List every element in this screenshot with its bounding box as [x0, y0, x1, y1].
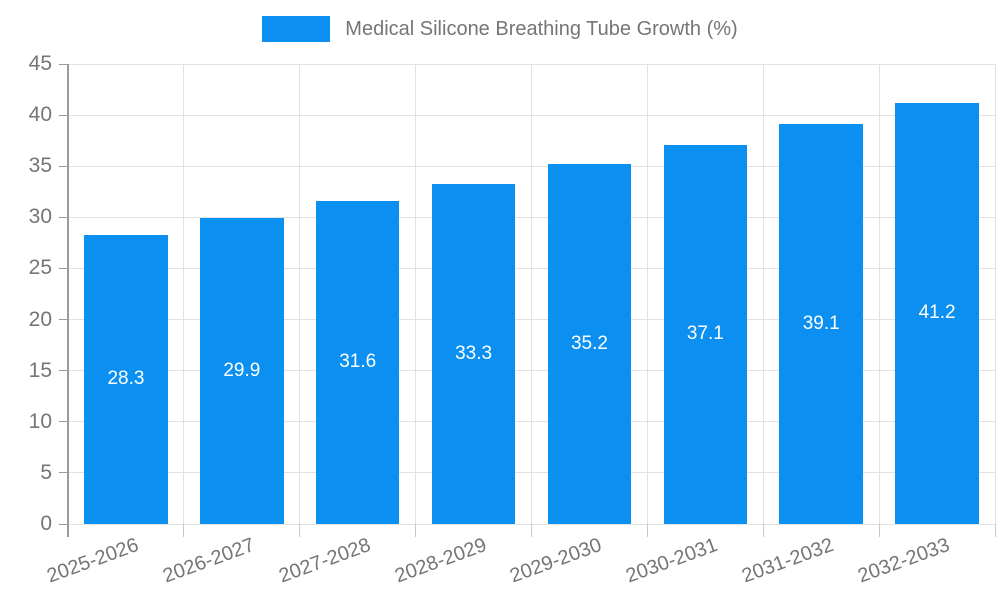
x-axis-tick [531, 524, 532, 537]
y-axis-tick [59, 114, 68, 116]
bar-value-label: 31.6 [339, 351, 377, 373]
bar-value-label: 41.2 [918, 302, 956, 324]
x-gridline [994, 64, 996, 524]
legend-label: Medical Silicone Breathing Tube Growth (… [345, 17, 738, 40]
x-gridline [183, 64, 185, 524]
y-axis-tick [59, 216, 68, 218]
y-axis-tick [59, 267, 68, 269]
x-axis-tick [415, 524, 417, 537]
y-axis-tick-label: 0 [40, 512, 52, 535]
x-axis-tick [762, 524, 764, 537]
x-axis-tick [646, 524, 648, 537]
bar-value-label: 28.3 [107, 368, 145, 390]
y-axis-tick [59, 370, 68, 372]
y-axis-tick-label: 15 [28, 358, 52, 382]
y-axis-tick [59, 421, 68, 423]
y-axis-tick-label: 25 [28, 256, 52, 280]
y-axis-line [67, 64, 69, 537]
plot-area: 0 5 10 15 20 25 30 35 40 45 28.3 2025-2026 29.9 2026-… [29, 52, 996, 587]
x-gridline [531, 64, 532, 524]
y-axis-tick [59, 319, 68, 321]
x-axis-tick [299, 524, 301, 537]
bar-value-label: 29.9 [223, 360, 261, 382]
bar-value-label: 35.2 [570, 333, 608, 355]
y-axis-tick-label: 30 [28, 205, 52, 229]
bar-value-label: 39.1 [802, 313, 840, 335]
y-axis-tick [59, 472, 68, 474]
y-axis-tick-label: 20 [28, 307, 52, 331]
bar: 33.3 [431, 183, 516, 524]
bar: 37.1 [663, 144, 748, 524]
x-gridline [299, 64, 301, 524]
bar: 29.9 [200, 218, 284, 524]
legend: Medical Silicone Breathing Tube Growth (… [0, 16, 1000, 42]
x-gridline [878, 64, 880, 524]
y-axis-tick-label: 40 [28, 103, 52, 127]
bar-value-label: 37.1 [686, 323, 724, 345]
y-axis-tick [59, 63, 68, 65]
bar: 31.6 [315, 200, 400, 524]
x-axis-tick [878, 524, 880, 537]
bar: 41.2 [895, 102, 979, 524]
x-axis-tick [994, 524, 996, 537]
legend-swatch-icon [262, 16, 331, 42]
y-axis-tick-label: 5 [40, 460, 52, 484]
x-gridline [415, 64, 417, 524]
bar: 28.3 [84, 234, 168, 524]
bar: 35.2 [547, 164, 632, 524]
bar-value-label: 33.3 [455, 342, 493, 364]
x-gridline [762, 64, 764, 524]
x-gridline [646, 64, 648, 524]
y-axis-tick [59, 523, 68, 525]
bar: 39.1 [779, 124, 863, 524]
x-axis-tick [183, 524, 185, 537]
y-axis-tick-label: 35 [28, 154, 52, 178]
y-axis-tick-label: 10 [28, 409, 52, 433]
y-axis-tick [59, 165, 68, 167]
y-axis-tick-label: 45 [28, 52, 52, 75]
